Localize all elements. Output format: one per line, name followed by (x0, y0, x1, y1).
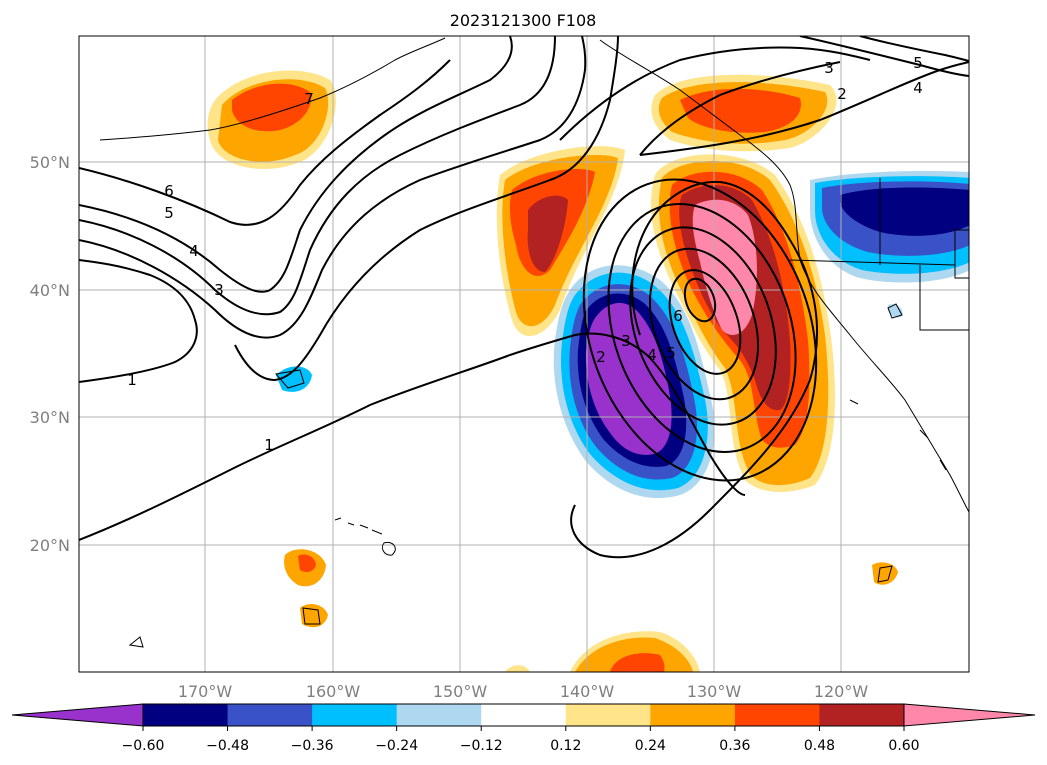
longitude-labels: 170°W 160°W 150°W 140°W 130°W 120°W (178, 682, 869, 701)
contour-label: 4 (647, 346, 657, 364)
colorbar-frame (142, 703, 905, 727)
contour-label: 5 (164, 204, 174, 222)
colorbar-tick-label: −0.60 (122, 738, 165, 754)
colorbar-tick-label: 0.12 (550, 738, 581, 754)
contour-label: 4 (913, 79, 923, 97)
map-frame (78, 35, 970, 673)
colorbar: −0.60 −0.48 −0.36 −0.24 −0.12 0.12 0.24 0.36 0.4… (11, 703, 1036, 754)
lon-label-120w: 120°W (814, 682, 869, 701)
contour-label: 2 (596, 348, 606, 366)
colorbar-swatch (819, 704, 905, 726)
colorbar-extend-low (11, 703, 144, 727)
colorbar-tick-label: 0.24 (635, 738, 666, 754)
lon-label-140w: 140°W (560, 682, 615, 701)
lon-label-150w: 150°W (433, 682, 488, 701)
contour-lines (79, 36, 969, 559)
figure-title: 2023121300 F108 (450, 11, 597, 30)
contour-label: 3 (824, 59, 834, 77)
lat-label-20n: 20°N (30, 536, 70, 555)
colorbar-swatch (396, 704, 482, 726)
colorbar-swatch (481, 704, 567, 726)
colorbar-swatch (227, 704, 313, 726)
lon-label-160w: 160°W (306, 682, 361, 701)
graticule (79, 36, 969, 672)
shaded-anomaly-field (207, 70, 969, 672)
contour-label-group: 6 5 4 3 1 1 3 2 5 4 2 3 4 5 6 7 (127, 54, 923, 454)
contour-label: 3 (621, 332, 631, 350)
colorbar-swatch (565, 704, 651, 726)
contour-label: 7 (304, 90, 314, 108)
contour-label: 6 (673, 307, 683, 325)
lat-label-50n: 50°N (30, 153, 70, 172)
colorbar-tick-label: −0.36 (291, 738, 334, 754)
contour-label: 6 (164, 182, 174, 200)
contour-label: 5 (913, 54, 923, 72)
colorbar-swatch (143, 704, 229, 726)
colorbar-tick-label: −0.48 (206, 738, 249, 754)
lat-label-40n: 40°N (30, 281, 70, 300)
colorbar-extend-high (903, 703, 1036, 727)
colorbar-tick-label: −0.12 (460, 738, 503, 754)
contour-label: 3 (214, 281, 224, 299)
colorbar-tick-label: 0.60 (888, 738, 919, 754)
contour-label: 2 (837, 85, 847, 103)
contour-label: 5 (666, 344, 676, 362)
colorbar-tick-label: 0.36 (719, 738, 750, 754)
contour-label: 1 (127, 371, 137, 389)
colorbar-swatches (11, 703, 1036, 727)
colorbar-tick-label: 0.48 (804, 738, 835, 754)
lon-label-130w: 130°W (687, 682, 742, 701)
lon-label-170w: 170°W (178, 682, 233, 701)
colorbar-swatch (734, 704, 820, 726)
map-panel: 6 5 4 3 1 1 3 2 5 4 2 3 4 5 6 7 50°N (30, 35, 970, 701)
colorbar-tick-label: −0.24 (375, 738, 418, 754)
contour-label: 4 (189, 242, 199, 260)
contour-label: 1 (264, 436, 274, 454)
colorbar-swatch (312, 704, 398, 726)
colorbar-ticks: −0.60 −0.48 −0.36 −0.24 −0.12 0.12 0.24 0.36 0.4… (122, 726, 920, 754)
latitude-labels: 50°N 40°N 30°N 20°N (30, 153, 70, 555)
lat-label-30n: 30°N (30, 408, 70, 427)
colorbar-swatch (650, 704, 736, 726)
